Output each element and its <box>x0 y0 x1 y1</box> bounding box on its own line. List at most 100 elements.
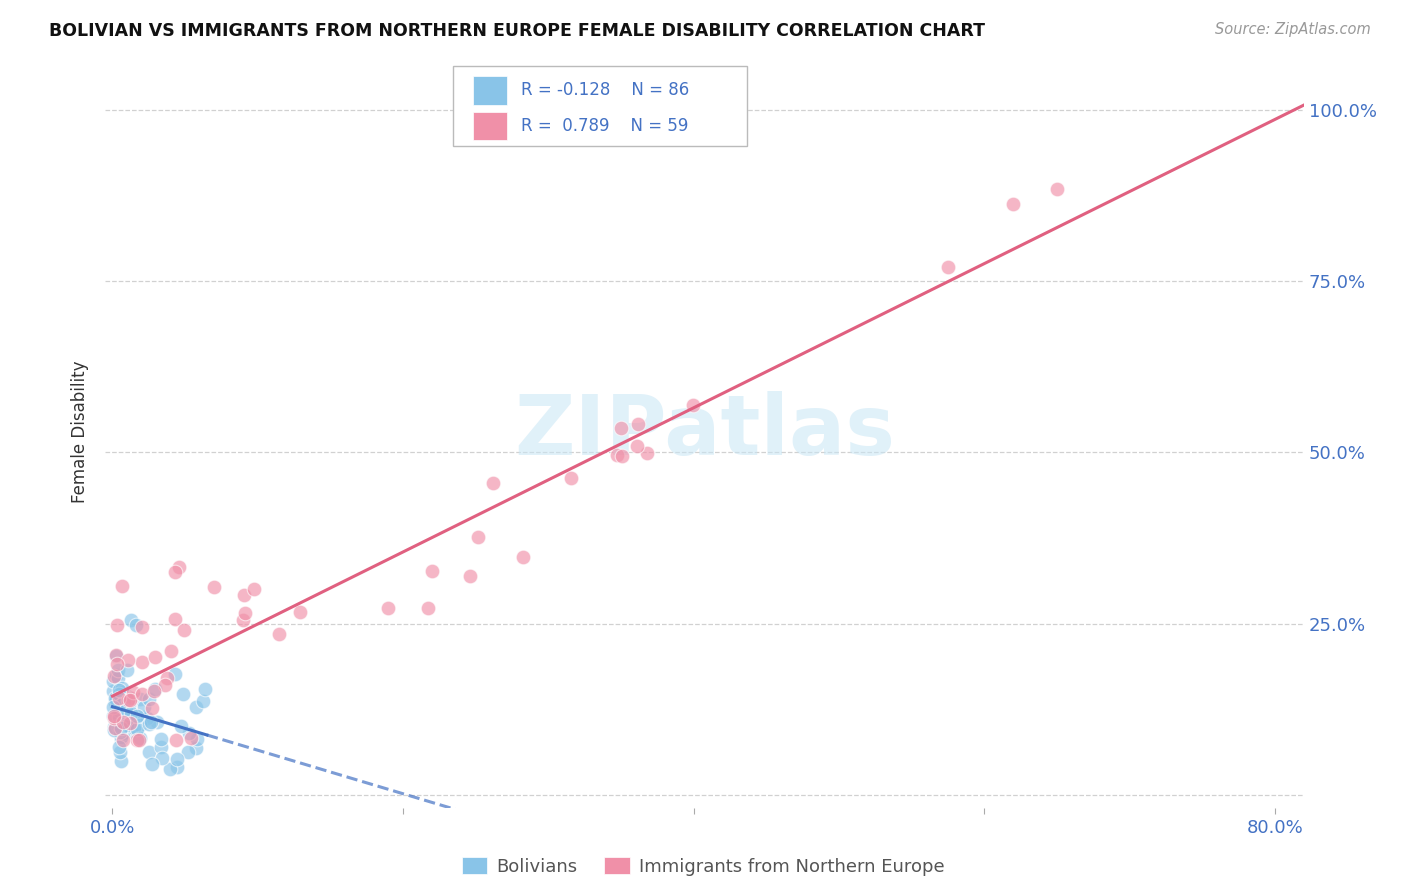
Point <box>108 739 131 754</box>
Point <box>194 682 217 697</box>
Point <box>105 697 128 711</box>
Text: BOLIVIAN VS IMMIGRANTS FROM NORTHERN EUROPE FEMALE DISABILITY CORRELATION CHART: BOLIVIAN VS IMMIGRANTS FROM NORTHERN EUR… <box>49 22 986 40</box>
Point <box>110 731 132 745</box>
Point <box>172 687 194 701</box>
Point <box>159 762 181 776</box>
Point <box>110 731 132 746</box>
Point <box>165 733 187 747</box>
Point <box>101 700 124 714</box>
FancyBboxPatch shape <box>453 66 747 145</box>
Point <box>120 613 142 627</box>
Point <box>112 695 135 709</box>
Point <box>173 623 195 637</box>
Point <box>117 698 139 713</box>
Point <box>290 605 312 619</box>
Point <box>103 709 125 723</box>
Point <box>235 607 257 621</box>
Point <box>108 690 131 705</box>
Point <box>117 653 139 667</box>
Point <box>115 703 138 717</box>
Point <box>114 698 136 712</box>
Point <box>108 704 131 718</box>
Point <box>117 692 139 706</box>
FancyBboxPatch shape <box>474 76 506 104</box>
Point <box>606 448 628 462</box>
Point <box>167 560 190 574</box>
Point <box>139 714 162 729</box>
Point <box>131 655 153 669</box>
Point <box>120 724 142 739</box>
Point <box>107 703 129 717</box>
Point <box>108 690 131 705</box>
Point <box>103 723 125 738</box>
Point <box>156 671 179 685</box>
Point <box>118 716 141 731</box>
Point <box>104 648 127 663</box>
Point <box>104 690 127 705</box>
Point <box>138 745 160 759</box>
Point <box>107 718 129 732</box>
Point <box>186 741 208 756</box>
Point <box>141 756 163 771</box>
Point <box>193 694 215 708</box>
Point <box>1002 196 1025 211</box>
Point <box>108 709 131 723</box>
Point <box>125 708 148 723</box>
Y-axis label: Female Disability: Female Disability <box>72 360 89 503</box>
Point <box>107 663 129 677</box>
Point <box>114 707 136 722</box>
Point <box>110 698 132 713</box>
Point <box>120 691 142 706</box>
Point <box>636 446 658 460</box>
Point <box>103 711 125 725</box>
Text: ZIPatlas: ZIPatlas <box>515 392 896 472</box>
Point <box>143 681 166 696</box>
Point <box>153 678 176 692</box>
Point <box>117 690 139 704</box>
Point <box>202 581 225 595</box>
Point <box>120 715 142 730</box>
Point <box>138 717 160 731</box>
Point <box>232 613 254 627</box>
Point <box>166 752 188 766</box>
Point <box>103 684 125 698</box>
Point <box>132 710 155 724</box>
Point <box>149 732 172 747</box>
Point <box>117 705 139 719</box>
Point <box>160 644 183 658</box>
Point <box>610 420 633 434</box>
Point <box>112 725 135 739</box>
Point <box>177 726 200 740</box>
Point <box>132 699 155 714</box>
Text: R =  0.789    N = 59: R = 0.789 N = 59 <box>522 117 689 135</box>
Point <box>108 724 131 739</box>
Point <box>129 731 152 746</box>
Point <box>458 569 481 583</box>
Point <box>120 706 142 721</box>
Point <box>163 612 186 626</box>
Point <box>107 715 129 730</box>
Point <box>104 693 127 707</box>
Point <box>377 600 399 615</box>
Point <box>129 691 152 706</box>
Point <box>166 759 188 773</box>
Point <box>108 699 131 714</box>
Point <box>111 715 134 730</box>
Point <box>110 690 132 705</box>
Point <box>163 667 186 681</box>
Point <box>481 476 503 491</box>
Point <box>186 731 208 746</box>
Point <box>136 711 159 725</box>
Point <box>141 701 163 715</box>
Point <box>105 699 128 714</box>
Point <box>112 733 135 747</box>
Point <box>105 667 128 681</box>
Text: R = -0.128    N = 86: R = -0.128 N = 86 <box>522 81 689 99</box>
Point <box>117 663 139 677</box>
Point <box>121 684 143 698</box>
Point <box>111 685 134 699</box>
Point <box>682 398 704 412</box>
Point <box>128 733 150 747</box>
Point <box>105 657 128 672</box>
FancyBboxPatch shape <box>474 112 506 140</box>
